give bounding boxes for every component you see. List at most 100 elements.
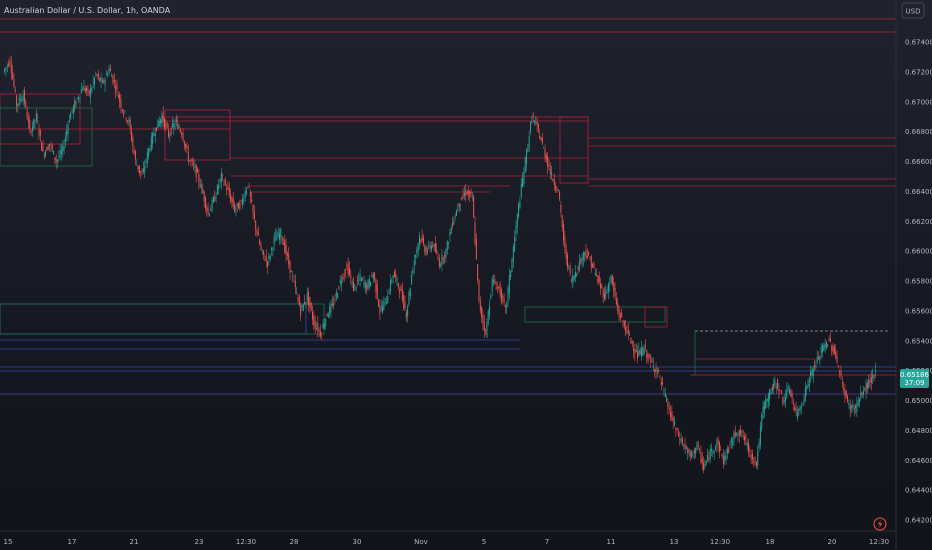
candle-body: [323, 324, 325, 328]
candle-body: [230, 194, 232, 202]
candle-body: [744, 436, 746, 441]
candle-body: [419, 235, 421, 244]
candle-body: [479, 301, 481, 311]
candle-body: [503, 298, 505, 303]
candle-body: [823, 344, 825, 351]
candle-body: [341, 280, 343, 285]
candle-body: [161, 116, 163, 124]
candle-body: [103, 80, 105, 83]
candle-body: [215, 196, 217, 199]
candle-body: [342, 276, 344, 280]
candle-body: [663, 390, 665, 392]
time-axis[interactable]: 15 17 21 23 12:30 28 30 Nov 5 7 11 13 12:30 18 20 12:30: [0, 530, 896, 546]
candle-body: [142, 168, 144, 173]
candle-body: [640, 347, 642, 357]
candle-body: [309, 297, 311, 308]
candle-body: [566, 254, 568, 268]
candle-body: [844, 389, 846, 398]
candle-body: [207, 208, 209, 214]
candle-body: [145, 161, 147, 163]
candle-body: [820, 346, 822, 354]
candle-body: [6, 65, 8, 67]
zone-layer: [0, 18, 896, 395]
candle-body: [459, 204, 461, 206]
candle-body: [561, 215, 563, 227]
candle-body: [440, 263, 442, 267]
candle-body: [313, 316, 315, 326]
candle-body: [206, 207, 208, 211]
candle-body: [253, 212, 255, 220]
candle-body: [60, 150, 62, 155]
currency-button-frame[interactable]: [901, 2, 925, 19]
candle-body: [746, 442, 748, 447]
candle-body: [178, 126, 180, 129]
candle-body: [364, 282, 366, 288]
candle-body: [58, 156, 60, 158]
candle-body: [858, 399, 860, 403]
candle-body: [586, 255, 588, 258]
candle-body: [681, 438, 683, 444]
candle-body: [827, 344, 829, 347]
candle-body: [57, 159, 59, 162]
candle-body: [305, 301, 307, 304]
lightning-icon[interactable]: [873, 517, 887, 531]
candle-body: [54, 157, 56, 160]
candle-body: [13, 78, 15, 87]
candle-body: [286, 253, 288, 256]
candle-body: [63, 146, 65, 151]
candle-body: [339, 279, 341, 284]
candle-body: [400, 285, 402, 291]
candle-body: [729, 444, 731, 446]
candle-body: [31, 126, 33, 132]
candle-body: [689, 453, 691, 456]
candle-body: [432, 244, 434, 246]
candle-body: [195, 164, 197, 178]
candle-body: [261, 249, 263, 251]
candle-body: [37, 120, 39, 122]
price-tick-label: 0.66200: [905, 218, 932, 226]
candle-body: [803, 399, 805, 405]
candle-body: [781, 390, 783, 394]
candle-body: [33, 118, 35, 128]
candle-body: [409, 287, 411, 297]
candle-body: [335, 292, 337, 298]
candle-body: [527, 147, 529, 152]
candle-body: [750, 454, 752, 459]
candle-body: [779, 390, 781, 391]
candle-body: [862, 391, 864, 395]
candle-body: [348, 267, 350, 275]
candle-body: [633, 347, 635, 351]
candle-body: [531, 120, 533, 122]
candle-body: [388, 291, 390, 294]
candle-body: [275, 234, 277, 237]
candle-body: [104, 79, 106, 85]
price-axis[interactable]: 0.67400 0.67200 0.67000 0.66800 0.66600 0.664…: [895, 0, 932, 550]
candle-body: [456, 210, 458, 216]
candle-body: [422, 237, 424, 244]
currency-label[interactable]: USD: [906, 8, 921, 16]
candle-body: [589, 259, 591, 260]
candle-body: [605, 289, 607, 297]
candle-body: [14, 89, 16, 92]
candle-body: [281, 237, 283, 241]
candle-body: [228, 188, 230, 195]
candle-body: [310, 303, 312, 310]
candle-body: [132, 137, 134, 147]
candle-body: [141, 174, 143, 175]
candle-body: [615, 299, 617, 305]
candle-body: [778, 389, 780, 395]
candle-body: [642, 347, 644, 356]
candle-body: [786, 389, 788, 397]
candle-body: [469, 191, 471, 197]
candle-body: [370, 281, 372, 287]
price-tick-label: 0.64800: [905, 427, 932, 435]
candle-body: [158, 120, 160, 127]
candle-body: [536, 121, 538, 126]
candle-body: [226, 188, 228, 191]
candle-body: [551, 172, 553, 176]
candle-body: [483, 321, 485, 332]
candle-body: [622, 320, 624, 323]
candle-body: [372, 274, 374, 279]
candle-body: [630, 337, 632, 344]
